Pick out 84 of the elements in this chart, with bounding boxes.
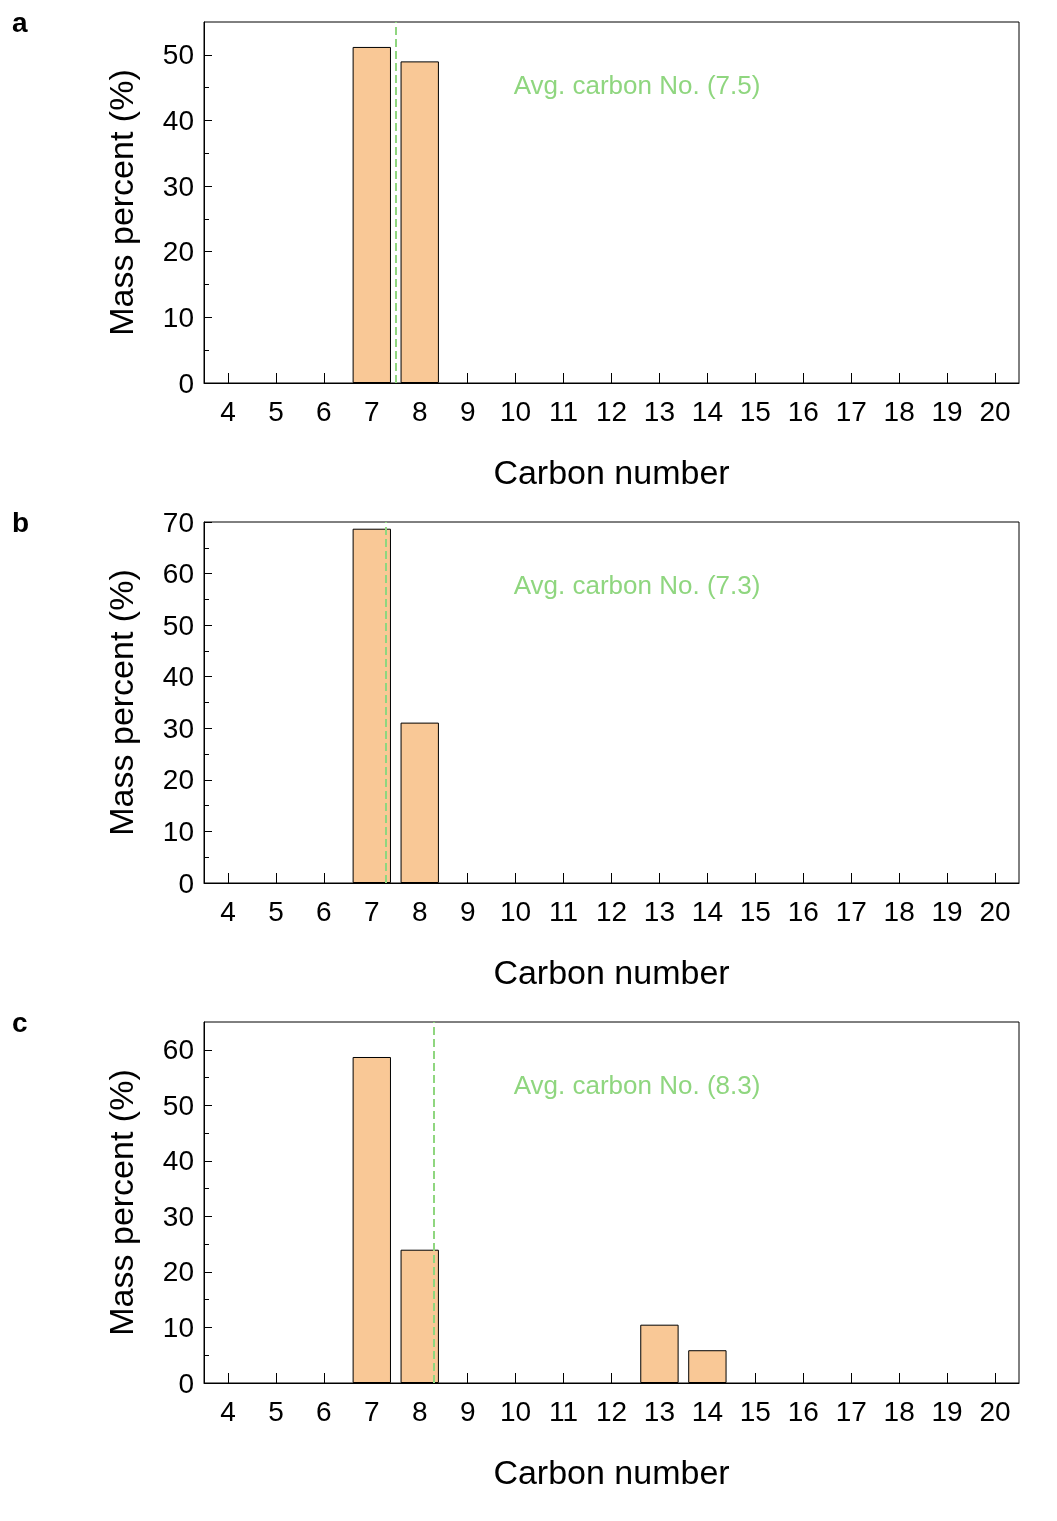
x-tick-label: 6: [316, 1395, 332, 1427]
x-tick-label: 11: [549, 1395, 579, 1427]
y-tick-label: 50: [162, 609, 194, 641]
y-tick-label: 40: [162, 104, 194, 136]
y-tick-label: 30: [162, 1200, 194, 1232]
chart-title: c: [12, 1006, 28, 1038]
chart-title: b: [12, 506, 30, 538]
x-tick-label: 10: [500, 395, 532, 427]
x-tick-label: 20: [979, 895, 1011, 927]
x-tick-label: 14: [691, 895, 723, 927]
y-tick-label: 50: [162, 39, 194, 71]
x-tick-label: 13: [643, 1395, 676, 1427]
x-tick-label: 15: [739, 1395, 771, 1427]
x-tick-label: 5: [268, 895, 284, 927]
y-axis-title: Mass percent (%): [102, 1069, 140, 1336]
y-tick-label: 0: [178, 367, 194, 399]
x-tick-label: 12: [595, 395, 628, 427]
y-axis-title: Mass percent (%): [102, 569, 140, 836]
x-tick-label: 7: [364, 895, 380, 927]
y-tick-label: 70: [162, 506, 194, 538]
x-tick-label: 14: [691, 395, 723, 427]
x-tick-label: 7: [364, 1395, 380, 1427]
x-tick-label: 9: [459, 1395, 476, 1427]
x-tick-label: 10: [500, 1395, 532, 1427]
x-tick-label: 4: [220, 1395, 236, 1427]
y-tick-label: 10: [162, 815, 194, 847]
x-tick-label: 4: [220, 895, 236, 927]
x-axis-title: Carbon number: [493, 453, 730, 491]
x-tick-label: 15: [739, 895, 771, 927]
x-tick-label: 4: [220, 395, 236, 427]
x-tick-label: 17: [835, 1395, 867, 1427]
x-tick-label: 18: [883, 895, 915, 927]
x-tick-label: 19: [931, 895, 963, 927]
x-tick-label: 8: [411, 395, 428, 427]
y-tick-label: 10: [162, 1311, 194, 1343]
x-tick-label: 13: [643, 395, 676, 427]
x-axis-title: Carbon number: [493, 1453, 730, 1491]
x-tick-label: 11: [549, 895, 579, 927]
y-tick-label: 20: [162, 764, 194, 796]
x-tick-label: 7: [364, 395, 380, 427]
x-tick-label: 20: [979, 395, 1011, 427]
y-tick-label: 30: [162, 170, 194, 202]
ref-line-label: Avg. carbon No. (7.3): [513, 570, 761, 600]
x-tick-label: 15: [739, 395, 771, 427]
y-tick-label: 0: [178, 1367, 194, 1399]
x-tick-label: 10: [500, 895, 532, 927]
x-tick-label: 19: [931, 1395, 963, 1427]
x-axis-title: Carbon number: [493, 953, 730, 991]
y-tick-label: 20: [162, 1256, 194, 1288]
x-tick-label: 16: [787, 395, 819, 427]
x-tick-label: 17: [835, 395, 867, 427]
x-tick-label: 19: [931, 395, 963, 427]
chart-title: a: [12, 6, 28, 38]
y-tick-label: 60: [162, 1034, 194, 1066]
x-tick-label: 16: [787, 1395, 819, 1427]
y-axis-title: Mass percent (%): [102, 69, 140, 336]
x-tick-label: 12: [595, 895, 628, 927]
x-tick-label: 5: [268, 1395, 284, 1427]
x-tick-label: 18: [883, 395, 915, 427]
x-tick-label: 8: [411, 1395, 428, 1427]
x-tick-label: 14: [691, 1395, 723, 1427]
y-tick-label: 0: [178, 867, 194, 899]
y-tick-label: 40: [162, 661, 194, 693]
y-tick-label: 20: [162, 236, 194, 268]
x-tick-label: 8: [411, 895, 428, 927]
y-tick-label: 50: [162, 1089, 194, 1121]
y-tick-label: 40: [162, 1145, 194, 1177]
y-tick-label: 10: [162, 301, 194, 333]
ref-line-label: Avg. carbon No. (8.3): [513, 1070, 761, 1100]
x-tick-label: 5: [268, 395, 284, 427]
x-tick-label: 11: [549, 395, 579, 427]
y-tick-label: 30: [162, 712, 194, 744]
x-tick-label: 12: [595, 1395, 628, 1427]
x-tick-label: 6: [316, 895, 332, 927]
x-tick-label: 18: [883, 1395, 915, 1427]
x-tick-label: 16: [787, 895, 819, 927]
x-tick-label: 6: [316, 395, 332, 427]
x-tick-label: 9: [459, 895, 476, 927]
x-tick-label: 20: [979, 1395, 1011, 1427]
y-tick-label: 60: [162, 558, 194, 590]
ref-line-label: Avg. carbon No. (7.5): [513, 70, 761, 100]
x-tick-label: 13: [643, 895, 676, 927]
x-tick-label: 17: [835, 895, 867, 927]
x-tick-label: 9: [459, 395, 476, 427]
